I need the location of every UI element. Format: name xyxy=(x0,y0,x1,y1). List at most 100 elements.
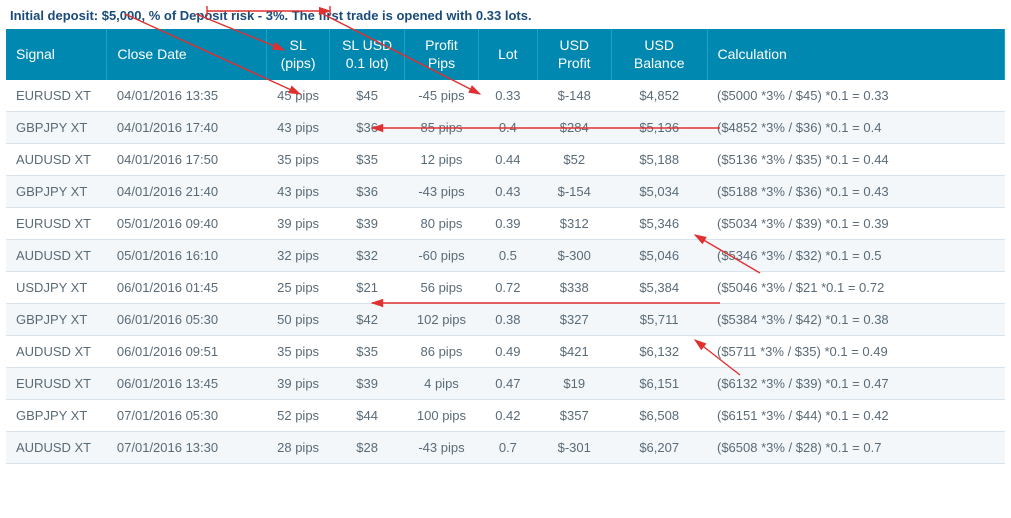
cell-signal: EURUSD XT xyxy=(6,368,107,400)
cell-sl_pips: 25 pips xyxy=(266,272,330,304)
cell-sl_usd: $35 xyxy=(330,336,404,368)
col-close-date: Close Date xyxy=(107,29,266,80)
cell-usd_profit: $338 xyxy=(537,272,611,304)
cell-usd_balance: $5,711 xyxy=(611,304,707,336)
caption-text: Initial deposit: $5,000, % of Deposit ri… xyxy=(6,6,1005,29)
cell-usd_balance: $5,188 xyxy=(611,144,707,176)
cell-profit_pips: 85 pips xyxy=(404,112,478,144)
cell-signal: USDJPY XT xyxy=(6,272,107,304)
cell-close_date: 06/01/2016 09:51 xyxy=(107,336,266,368)
cell-lot: 0.33 xyxy=(479,80,537,112)
cell-usd_profit: $-148 xyxy=(537,80,611,112)
cell-close_date: 07/01/2016 13:30 xyxy=(107,432,266,464)
cell-profit_pips: -45 pips xyxy=(404,80,478,112)
table-row: USDJPY XT06/01/2016 01:4525 pips$2156 pi… xyxy=(6,272,1005,304)
cell-close_date: 04/01/2016 21:40 xyxy=(107,176,266,208)
cell-profit_pips: 4 pips xyxy=(404,368,478,400)
cell-calculation: ($5034 *3% / $39) *0.1 = 0.39 xyxy=(707,208,1005,240)
cell-usd_balance: $5,034 xyxy=(611,176,707,208)
cell-sl_usd: $42 xyxy=(330,304,404,336)
cell-sl_pips: 39 pips xyxy=(266,208,330,240)
col-sl-pips: SL (pips) xyxy=(266,29,330,80)
table-row: AUDUSD XT06/01/2016 09:5135 pips$3586 pi… xyxy=(6,336,1005,368)
cell-sl_usd: $36 xyxy=(330,112,404,144)
cell-sl_pips: 35 pips xyxy=(266,336,330,368)
cell-sl_pips: 45 pips xyxy=(266,80,330,112)
cell-signal: GBPJPY XT xyxy=(6,304,107,336)
cell-close_date: 06/01/2016 13:45 xyxy=(107,368,266,400)
cell-signal: EURUSD XT xyxy=(6,208,107,240)
cell-calculation: ($5384 *3% / $42) *0.1 = 0.38 xyxy=(707,304,1005,336)
table-row: AUDUSD XT04/01/2016 17:5035 pips$3512 pi… xyxy=(6,144,1005,176)
cell-sl_usd: $35 xyxy=(330,144,404,176)
cell-usd_balance: $6,151 xyxy=(611,368,707,400)
table-row: GBPJPY XT06/01/2016 05:3050 pips$42102 p… xyxy=(6,304,1005,336)
cell-lot: 0.5 xyxy=(479,240,537,272)
cell-lot: 0.42 xyxy=(479,400,537,432)
cell-usd_profit: $312 xyxy=(537,208,611,240)
cell-calculation: ($5136 *3% / $35) *0.1 = 0.44 xyxy=(707,144,1005,176)
cell-usd_balance: $5,046 xyxy=(611,240,707,272)
col-signal: Signal xyxy=(6,29,107,80)
table-row: EURUSD XT05/01/2016 09:4039 pips$3980 pi… xyxy=(6,208,1005,240)
cell-profit_pips: 102 pips xyxy=(404,304,478,336)
table-row: EURUSD XT04/01/2016 13:3545 pips$45-45 p… xyxy=(6,80,1005,112)
cell-signal: AUDUSD XT xyxy=(6,144,107,176)
col-usd-profit: USD Profit xyxy=(537,29,611,80)
cell-sl_usd: $28 xyxy=(330,432,404,464)
cell-usd_balance: $6,132 xyxy=(611,336,707,368)
table-row: GBPJPY XT07/01/2016 05:3052 pips$44100 p… xyxy=(6,400,1005,432)
cell-usd_balance: $4,852 xyxy=(611,80,707,112)
cell-lot: 0.38 xyxy=(479,304,537,336)
cell-sl_usd: $32 xyxy=(330,240,404,272)
cell-close_date: 07/01/2016 05:30 xyxy=(107,400,266,432)
cell-profit_pips: 100 pips xyxy=(404,400,478,432)
cell-calculation: ($4852 *3% / $36) *0.1 = 0.4 xyxy=(707,112,1005,144)
cell-close_date: 06/01/2016 05:30 xyxy=(107,304,266,336)
cell-signal: EURUSD XT xyxy=(6,80,107,112)
cell-usd_balance: $5,384 xyxy=(611,272,707,304)
cell-calculation: ($6508 *3% / $28) *0.1 = 0.7 xyxy=(707,432,1005,464)
col-profit-pips: Profit Pips xyxy=(404,29,478,80)
header-row: Signal Close Date SL (pips) SL USD 0.1 l… xyxy=(6,29,1005,80)
cell-close_date: 04/01/2016 13:35 xyxy=(107,80,266,112)
col-calculation: Calculation xyxy=(707,29,1005,80)
cell-usd_balance: $5,346 xyxy=(611,208,707,240)
cell-sl_pips: 43 pips xyxy=(266,176,330,208)
cell-lot: 0.47 xyxy=(479,368,537,400)
cell-profit_pips: 86 pips xyxy=(404,336,478,368)
cell-close_date: 06/01/2016 01:45 xyxy=(107,272,266,304)
cell-signal: AUDUSD XT xyxy=(6,336,107,368)
cell-lot: 0.4 xyxy=(479,112,537,144)
cell-calculation: ($5711 *3% / $35) *0.1 = 0.49 xyxy=(707,336,1005,368)
cell-usd_profit: $327 xyxy=(537,304,611,336)
cell-usd_profit: $-154 xyxy=(537,176,611,208)
cell-sl_usd: $36 xyxy=(330,176,404,208)
cell-sl_usd: $45 xyxy=(330,80,404,112)
cell-usd_balance: $6,207 xyxy=(611,432,707,464)
cell-sl_pips: 52 pips xyxy=(266,400,330,432)
cell-close_date: 04/01/2016 17:40 xyxy=(107,112,266,144)
cell-sl_usd: $39 xyxy=(330,368,404,400)
cell-profit_pips: -43 pips xyxy=(404,176,478,208)
cell-usd_profit: $-300 xyxy=(537,240,611,272)
cell-lot: 0.44 xyxy=(479,144,537,176)
cell-lot: 0.72 xyxy=(479,272,537,304)
col-lot: Lot xyxy=(479,29,537,80)
cell-sl_pips: 43 pips xyxy=(266,112,330,144)
trades-table: Signal Close Date SL (pips) SL USD 0.1 l… xyxy=(6,29,1005,464)
cell-sl_pips: 35 pips xyxy=(266,144,330,176)
col-usd-balance: USD Balance xyxy=(611,29,707,80)
cell-sl_usd: $44 xyxy=(330,400,404,432)
cell-signal: GBPJPY XT xyxy=(6,112,107,144)
cell-lot: 0.7 xyxy=(479,432,537,464)
col-sl-usd: SL USD 0.1 lot) xyxy=(330,29,404,80)
cell-profit_pips: 12 pips xyxy=(404,144,478,176)
cell-close_date: 05/01/2016 09:40 xyxy=(107,208,266,240)
cell-usd_profit: $357 xyxy=(537,400,611,432)
cell-calculation: ($5346 *3% / $32) *0.1 = 0.5 xyxy=(707,240,1005,272)
cell-calculation: ($5046 *3% / $21 *0.1 = 0.72 xyxy=(707,272,1005,304)
cell-lot: 0.49 xyxy=(479,336,537,368)
cell-usd_balance: $5,136 xyxy=(611,112,707,144)
cell-sl_pips: 50 pips xyxy=(266,304,330,336)
